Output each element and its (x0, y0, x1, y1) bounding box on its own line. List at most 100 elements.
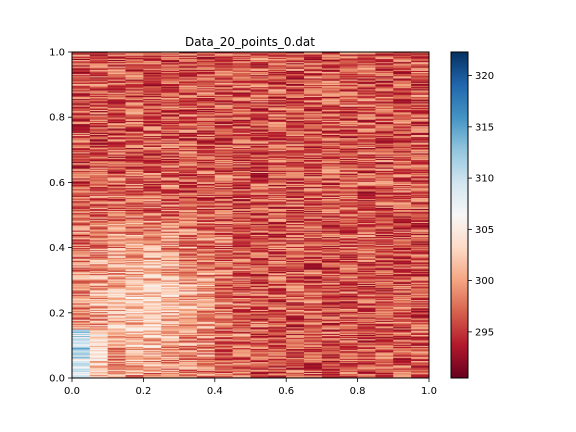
heatmap-cell (196, 76, 216, 79)
heatmap-cell (143, 347, 162, 350)
heatmap-cell (196, 200, 216, 203)
heatmap-cell (125, 207, 144, 209)
heatmap-cell (232, 165, 251, 167)
heatmap-cell (161, 223, 180, 226)
heatmap-cell (143, 179, 162, 181)
heatmap-cell (89, 247, 109, 250)
heatmap-cell (232, 67, 251, 69)
heatmap-cell (268, 90, 287, 92)
heatmap-cell (321, 160, 341, 163)
heatmap-cell (250, 108, 269, 110)
heatmap-cell (304, 373, 323, 376)
heatmap-cell (304, 284, 323, 287)
heatmap-cell (321, 331, 341, 333)
heatmap-cell (107, 185, 126, 188)
heatmap-cell (161, 70, 180, 72)
heatmap-cell (125, 160, 144, 163)
heatmap-cell (268, 115, 287, 117)
heatmap-cell (304, 245, 323, 247)
heatmap-cell (179, 129, 198, 131)
heatmap-cell (72, 374, 91, 377)
heatmap-cell (268, 350, 287, 353)
heatmap-cell (339, 295, 358, 297)
heatmap-cell (214, 354, 234, 356)
heatmap-cell (286, 108, 305, 110)
heatmap-cell (339, 181, 358, 183)
heatmap-cell (196, 132, 216, 134)
heatmap-cell (321, 156, 341, 158)
heatmap-cell (232, 109, 251, 112)
heatmap-cell (339, 349, 358, 352)
heatmap-cell (286, 184, 305, 187)
heatmap-cell (339, 99, 358, 102)
heatmap-cell (196, 325, 216, 328)
heatmap-cell (304, 92, 323, 94)
heatmap-cell (214, 80, 234, 82)
heatmap-cell (143, 268, 162, 270)
heatmap-cell (304, 111, 323, 114)
heatmap-cell (143, 143, 162, 145)
heatmap-cell (232, 75, 251, 78)
heatmap-cell (339, 140, 358, 142)
heatmap-cell (214, 267, 234, 269)
heatmap-cell (196, 234, 216, 237)
heatmap-cell (89, 296, 109, 298)
heatmap-cell (321, 353, 341, 355)
heatmap-cell (89, 250, 109, 253)
heatmap-cell (196, 168, 216, 170)
heatmap-cell (214, 254, 234, 256)
heatmap-cell (250, 230, 269, 232)
heatmap-cell (232, 305, 251, 307)
heatmap-cell (250, 298, 269, 301)
heatmap-cell (143, 110, 162, 113)
heatmap-cell (304, 329, 323, 331)
heatmap-cell (232, 166, 251, 168)
heatmap-cell (232, 366, 251, 368)
heatmap-cell (72, 108, 91, 110)
heatmap-cell (196, 332, 216, 334)
heatmap-cell (357, 197, 376, 200)
heatmap-cell (286, 70, 305, 72)
heatmap-cell (196, 166, 216, 168)
heatmap-cell (143, 359, 162, 362)
heatmap-cell (357, 328, 376, 330)
heatmap-cell (161, 358, 180, 360)
heatmap-cell (232, 57, 251, 59)
heatmap-cell (107, 222, 126, 225)
heatmap-cell (304, 201, 323, 204)
heatmap-cell (268, 75, 287, 78)
heatmap-cell (321, 232, 341, 234)
heatmap-cell (125, 336, 144, 339)
heatmap-cell (357, 325, 376, 328)
heatmap-cell (286, 319, 305, 321)
heatmap-cell (250, 269, 269, 271)
heatmap-cell (250, 354, 269, 356)
heatmap-cell (125, 325, 144, 328)
heatmap-cell (179, 140, 198, 142)
heatmap-cell (268, 300, 287, 303)
heatmap-cell (161, 284, 180, 287)
heatmap-cell (304, 196, 323, 199)
heatmap-cell (196, 253, 216, 255)
heatmap-cell (321, 282, 341, 284)
heatmap-cell (232, 62, 251, 65)
heatmap-cell (143, 348, 162, 351)
heatmap-cell (268, 211, 287, 214)
heatmap-cell (72, 136, 91, 139)
heatmap-cell (286, 81, 305, 83)
heatmap-cell (196, 316, 216, 318)
heatmap-cell (196, 369, 216, 371)
heatmap-cell (196, 351, 216, 354)
heatmap-cell (304, 338, 323, 341)
heatmap-cell (161, 111, 180, 114)
heatmap-cell (250, 157, 269, 159)
heatmap-cell (250, 146, 269, 149)
heatmap-cell (250, 151, 269, 154)
heatmap-cell (89, 150, 109, 153)
heatmap-cell (304, 229, 323, 231)
heatmap-cell (304, 116, 323, 118)
heatmap-cell (357, 198, 376, 201)
heatmap-cell (321, 321, 341, 323)
heatmap-cell (304, 87, 323, 90)
heatmap-cell (321, 373, 341, 376)
